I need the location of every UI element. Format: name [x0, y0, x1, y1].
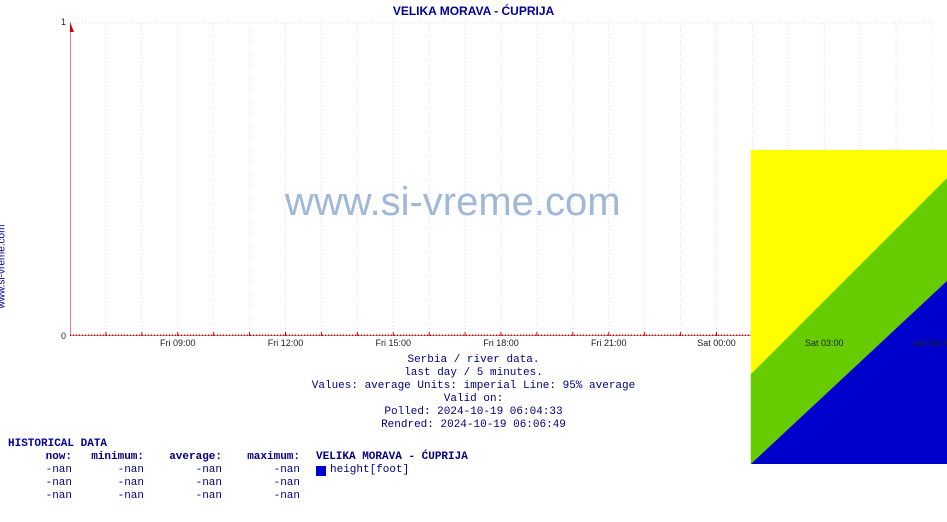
- x-tick-label: Fri 21:00: [591, 338, 627, 348]
- site-label-vertical: www.si-vreme.com: [0, 225, 8, 309]
- table-cell: -nan: [80, 490, 152, 503]
- col-avg: average:: [152, 451, 230, 464]
- table-row: -nan-nan-nan-nan: [8, 477, 938, 490]
- y-tick-1: 1: [46, 17, 66, 27]
- table-cell: -nan: [8, 477, 80, 490]
- x-tick-label: Fri 18:00: [483, 338, 519, 348]
- table-row: -nan-nan-nan-nan: [8, 490, 938, 503]
- chart-svg: [70, 22, 932, 336]
- meta-polled: Polled: 2024-10-19 06:04:33: [0, 406, 947, 419]
- table-cell: -nan: [80, 464, 152, 477]
- x-tick-label: Fri 12:00: [268, 338, 304, 348]
- series-label: VELIKA MORAVA - ĆUPRIJA: [308, 451, 468, 464]
- table-cell: -nan: [230, 464, 308, 477]
- x-tick-label: Sat 03:00: [805, 338, 844, 348]
- meta-source: Serbia / river data.: [0, 354, 947, 367]
- table-cell: -nan: [152, 477, 230, 490]
- table-cell: -nan: [8, 490, 80, 503]
- x-tick-label: Sat 00:00: [697, 338, 736, 348]
- chart-title: VELIKA MORAVA - ĆUPRIJA: [0, 4, 947, 18]
- historical-title: HISTORICAL DATA: [8, 438, 938, 450]
- col-now: now:: [8, 451, 80, 464]
- y-tick-0: 0: [46, 331, 66, 341]
- x-tick-label: Fri 09:00: [160, 338, 196, 348]
- table-cell: -nan: [230, 490, 308, 503]
- x-tick-label: Fri 15:00: [375, 338, 411, 348]
- table-cell: -nan: [152, 464, 230, 477]
- table-cell: -nan: [8, 464, 80, 477]
- table-cell: -nan: [152, 490, 230, 503]
- table-row: -nan-nan-nan-nanheight[foot]: [8, 464, 938, 477]
- meta-values: Values: average Units: imperial Line: 95…: [0, 380, 947, 393]
- x-axis-labels: Fri 09:00 Fri 12:00 Fri 15:00 Fri 18:00 Fri …: [70, 338, 932, 352]
- series-unit: height[foot]: [330, 464, 409, 477]
- chart-metadata: Serbia / river data. last day / 5 minute…: [0, 354, 947, 432]
- meta-interval: last day / 5 minutes.: [0, 367, 947, 380]
- col-max: maximum:: [230, 451, 308, 464]
- col-min: minimum:: [80, 451, 152, 464]
- historical-block: HISTORICAL DATA now: minimum: average: m…: [8, 438, 938, 503]
- table-cell: -nan: [80, 477, 152, 490]
- series-legend: height[foot]: [308, 464, 409, 477]
- meta-rendered: Rendred: 2024-10-19 06:06:49: [0, 419, 947, 432]
- legend-swatch-icon: [316, 466, 326, 476]
- meta-validon: Valid on:: [0, 393, 947, 406]
- chart-plot-area: www.si-vreme.com: [70, 22, 932, 336]
- x-axis-arrow: [922, 332, 932, 336]
- historical-header-row: now: minimum: average: maximum: VELIKA M…: [8, 451, 938, 464]
- x-tick-label: Sat 06:00: [913, 338, 947, 348]
- table-cell: -nan: [230, 477, 308, 490]
